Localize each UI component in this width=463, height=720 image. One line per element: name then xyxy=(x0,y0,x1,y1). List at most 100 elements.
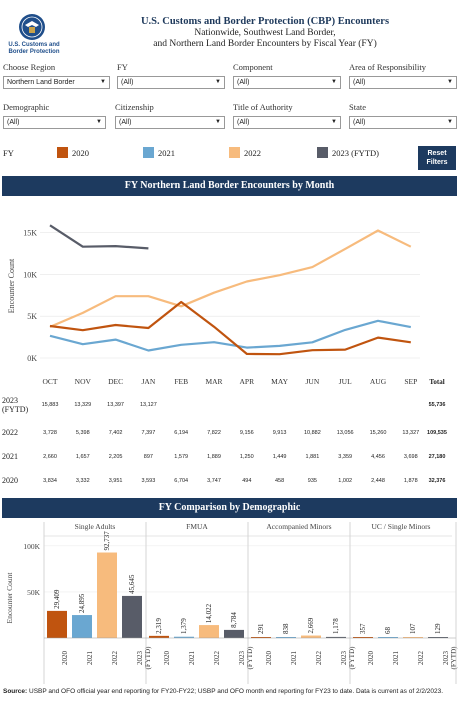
y-tick-label: 50K xyxy=(27,588,41,597)
fy-value: (All) xyxy=(121,79,134,86)
y-tick-label: 0K xyxy=(27,354,37,363)
demographic-select[interactable]: (All) ▼ xyxy=(3,116,106,129)
table-cell: 2,205 xyxy=(108,454,123,460)
agency-name: U.S. Customs and Border Protection xyxy=(8,42,60,55)
bar-ucsingleminors-2022 xyxy=(403,637,423,638)
bar-value-label: 29,409 xyxy=(53,589,61,609)
x-tick-label: 2022 xyxy=(111,651,119,666)
table-cell: 5,398 xyxy=(75,430,90,436)
source-text: USBP and OFO official year end reporting… xyxy=(29,688,444,695)
table-cell: 3,593 xyxy=(141,478,156,484)
legend-label: FY xyxy=(3,148,14,158)
legend-swatch-2021[interactable] xyxy=(143,147,154,158)
series-line-2021 xyxy=(49,319,412,352)
bar-ucsingleminors-2020 xyxy=(353,637,373,638)
demographic-chart-title: FY Comparison by Demographic xyxy=(2,498,457,518)
subtitle-line2: and Northern Land Border Encounters by F… xyxy=(153,39,377,49)
chevron-down-icon: ▼ xyxy=(215,119,221,125)
table-cell: 897 xyxy=(143,454,153,460)
legend-item-2021[interactable]: 2021 xyxy=(158,148,175,158)
table-cell: 935 xyxy=(307,478,317,484)
legend-swatch-2023[interactable] xyxy=(317,147,328,158)
x-tick-label-suffix: (FYTD) xyxy=(348,646,356,670)
reset-line1: Reset xyxy=(427,150,447,157)
authority-label: Title of Authority xyxy=(233,102,293,112)
legend-item-2023[interactable]: 2023 (FYTD) xyxy=(332,148,379,158)
bar-value-label: 45,645 xyxy=(128,574,136,594)
region-select[interactable]: Northern Land Border ▼ xyxy=(3,76,110,89)
bar-value-label: 129 xyxy=(434,623,442,634)
cbp-seal-logo xyxy=(19,14,45,40)
y-tick-label: 15K xyxy=(23,229,37,238)
x-tick-label: FEB xyxy=(174,377,188,386)
table-cell: 1,889 xyxy=(207,454,221,460)
reset-line2: Filters xyxy=(426,159,448,166)
x-tick-label-suffix: (FYTD) xyxy=(246,646,254,670)
legend-swatch-2022[interactable] xyxy=(229,147,240,158)
region-value: Northern Land Border xyxy=(7,79,75,86)
table-cell: 15,260 xyxy=(369,430,387,436)
table-cell: 1,881 xyxy=(305,454,320,460)
x-tick-label: JUL xyxy=(339,377,352,386)
bar-fmua-2023 xyxy=(224,629,244,638)
table-cell: 2,660 xyxy=(43,454,57,460)
panel-title: FMUA xyxy=(186,522,208,531)
chevron-down-icon: ▼ xyxy=(100,79,106,85)
table-cell: 6,704 xyxy=(174,478,189,484)
bar-value-label: 1,379 xyxy=(180,618,188,634)
aor-value: (All) xyxy=(353,79,366,86)
table-row-label: 2023 (FYTD) xyxy=(2,396,29,414)
table-row-label: 2021 xyxy=(2,452,18,461)
monthly-line-chart: 0K 5K 10K 15K Encounter Count OCT NOV DEC JAN FEB… xyxy=(7,224,420,386)
table-cell: 9,913 xyxy=(272,430,287,436)
bar-fmua-2021 xyxy=(174,636,194,638)
table-cell: 1,657 xyxy=(75,454,90,460)
table-cell: 6,194 xyxy=(174,430,189,436)
x-tick-label: NOV xyxy=(75,377,92,386)
chevron-down-icon: ▼ xyxy=(447,119,453,125)
table-cell: 2,448 xyxy=(371,478,385,484)
x-tick-label: JAN xyxy=(142,377,156,386)
table-row-total: 27,180 xyxy=(428,454,446,460)
table-cell: 3,747 xyxy=(207,478,221,484)
table-cell: 13,329 xyxy=(74,402,92,408)
state-select[interactable]: (All) ▼ xyxy=(349,116,457,129)
authority-select[interactable]: (All) ▼ xyxy=(233,116,341,129)
bar-value-label: 357 xyxy=(359,623,367,634)
x-tick-label: DEC xyxy=(108,377,123,386)
y-tick-label: 10K xyxy=(23,270,37,279)
bar-ucsingleminors-2021 xyxy=(378,637,398,638)
bar-value-label: 92,737 xyxy=(103,531,111,551)
table-cell: 9,156 xyxy=(239,430,254,436)
bar-value-label: 291 xyxy=(257,623,265,634)
panel-title: Single Adults xyxy=(75,522,116,531)
page-title: U.S. Customs and Border Protection (CBP)… xyxy=(100,16,430,50)
monthly-chart-title: FY Northern Land Border Encounters by Mo… xyxy=(2,176,457,196)
table-cell: 1,878 xyxy=(403,478,418,484)
table-cell: 13,397 xyxy=(107,402,124,408)
bar-fmua-2020 xyxy=(149,635,169,638)
fy-label: FY xyxy=(117,62,128,72)
reset-filters-button[interactable]: Reset Filters xyxy=(418,146,456,170)
legend-item-2020[interactable]: 2020 xyxy=(72,148,89,158)
legend-swatch-2020[interactable] xyxy=(57,147,68,158)
citizenship-select[interactable]: (All) ▼ xyxy=(115,116,225,129)
component-select[interactable]: (All) ▼ xyxy=(233,76,341,89)
bar-value-label: 1,178 xyxy=(332,618,340,634)
series-line-2023fytd xyxy=(49,224,149,250)
bar-singleadults-2020 xyxy=(47,610,67,638)
aor-select[interactable]: (All) ▼ xyxy=(349,76,457,89)
table-row-label: 2022 xyxy=(2,428,18,437)
legend-item-2022[interactable]: 2022 xyxy=(244,148,261,158)
table-cell: 4,456 xyxy=(371,454,385,460)
subtitle-line1: Nationwide, Southwest Land Border, xyxy=(194,28,336,38)
x-tick-label: 2022 xyxy=(315,651,323,666)
bar-value-label: 8,784 xyxy=(230,612,238,628)
table-row-total: 109,535 xyxy=(427,430,447,436)
bar-singleadults-2023 xyxy=(122,595,142,638)
fy-select[interactable]: (All) ▼ xyxy=(117,76,225,89)
citizenship-label: Citizenship xyxy=(115,102,154,112)
table-cell: 7,397 xyxy=(141,430,156,436)
table-cell: 3,951 xyxy=(108,478,123,484)
source-label: Source: xyxy=(3,688,28,695)
